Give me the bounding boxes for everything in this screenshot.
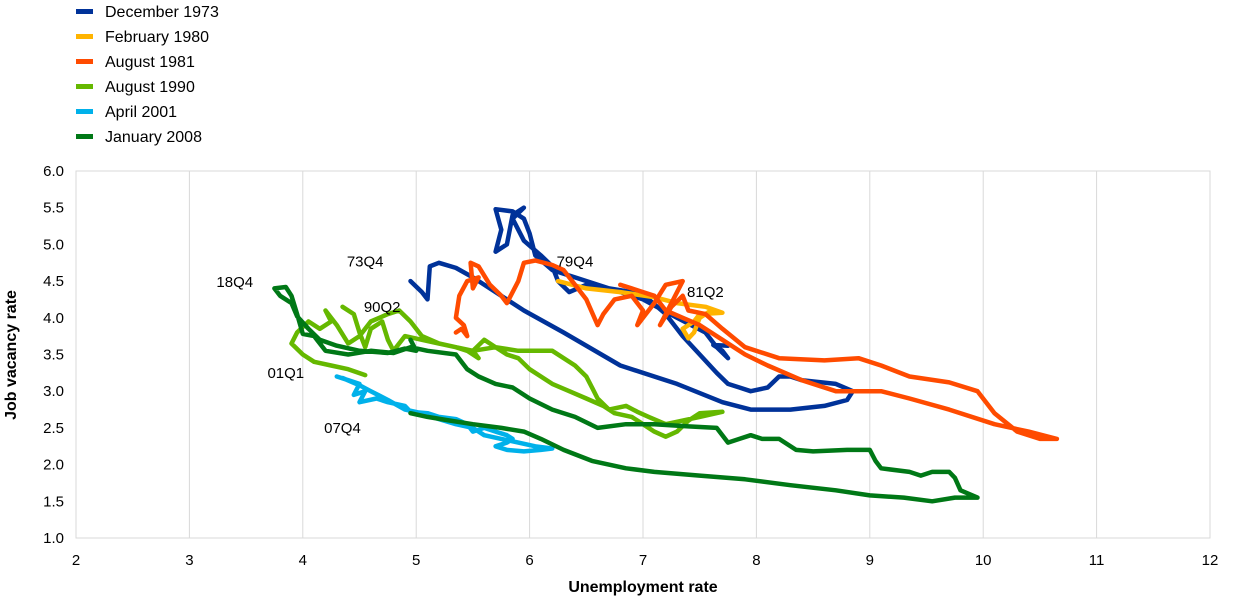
x-tick-label: 3 [185, 552, 193, 569]
y-tick-label: 1.0 [43, 530, 64, 547]
series-line-april-2001 [334, 374, 555, 454]
annotation-label: 81Q2 [687, 284, 724, 301]
legend-label: February 1980 [105, 29, 210, 46]
annotation-label: 18Q4 [216, 274, 253, 291]
grid-lines [75, 170, 1211, 539]
x-tick-label: 6 [525, 552, 533, 569]
legend-label: April 2001 [105, 104, 178, 121]
annotation-group: 73Q4 79Q4 81Q2 90Q2 18Q4 01Q1 07Q4 [216, 253, 723, 437]
legend-label: August 1981 [105, 54, 195, 71]
annotation-label: 01Q1 [267, 365, 304, 382]
y-tick-label: 1.5 [43, 493, 64, 510]
legend-swatch [76, 34, 93, 40]
series-line-february-1980 [555, 278, 725, 341]
legend-item: April 2001 [76, 100, 219, 125]
y-tick-label: 3.0 [43, 383, 64, 400]
series-line-august-1981 [453, 258, 1060, 442]
series-line-december-1973 [408, 205, 856, 412]
plot-border [75, 170, 1211, 539]
legend-label: January 2008 [105, 129, 202, 146]
series-line-january-2008 [272, 284, 980, 504]
x-tick-label: 5 [412, 552, 420, 569]
x-tick-label: 4 [299, 552, 307, 569]
annotation-label: 07Q4 [324, 420, 361, 437]
legend-swatch [76, 84, 93, 90]
legend-swatch [76, 109, 93, 115]
x-tick-label: 8 [752, 552, 760, 569]
series-group [272, 205, 1060, 504]
annotation-label: 73Q4 [347, 253, 384, 270]
x-tick-label: 7 [639, 552, 647, 569]
y-tick-label: 6.0 [43, 163, 64, 180]
legend-swatch [76, 59, 93, 65]
legend-label: December 1973 [105, 4, 219, 21]
x-tick-label: 12 [1202, 552, 1219, 569]
y-tick-label: 5.5 [43, 200, 64, 217]
y-tick-label: 4.0 [43, 310, 64, 327]
y-tick-label: 2.5 [43, 420, 64, 437]
legend: December 1973 February 1980 August 1981 Aug… [76, 0, 219, 150]
legend-swatch [76, 134, 93, 140]
x-axis-title: Unemployment rate [568, 579, 717, 596]
x-tick-label: 11 [1089, 552, 1105, 569]
legend-item: August 1990 [76, 75, 219, 100]
y-axis-title: Job vacancy rate [3, 290, 20, 420]
x-tick-label: 10 [975, 552, 992, 569]
y-tick-label: 5.0 [43, 236, 64, 253]
annotation-label: 79Q4 [557, 253, 594, 270]
y-tick-label: 3.5 [43, 347, 64, 364]
series-line-august-1990 [289, 304, 725, 439]
legend-swatch [76, 9, 93, 15]
legend-label: August 1990 [105, 79, 195, 96]
legend-item: January 2008 [76, 125, 219, 150]
legend-item: February 1980 [76, 25, 219, 50]
legend-item: August 1981 [76, 50, 219, 75]
annotation-label: 90Q2 [364, 299, 401, 316]
y-tick-label: 2.0 [43, 457, 64, 474]
tick-label-group: 2 3 4 5 6 7 8 9 10 11 12 1.0 1.5 2.0 2.5 3.0 3.5 4.0 4.5 5.… [43, 163, 1218, 569]
x-tick-label: 2 [72, 552, 80, 569]
x-tick-label: 9 [866, 552, 874, 569]
y-tick-label: 4.5 [43, 273, 64, 290]
legend-item: December 1973 [76, 0, 219, 25]
